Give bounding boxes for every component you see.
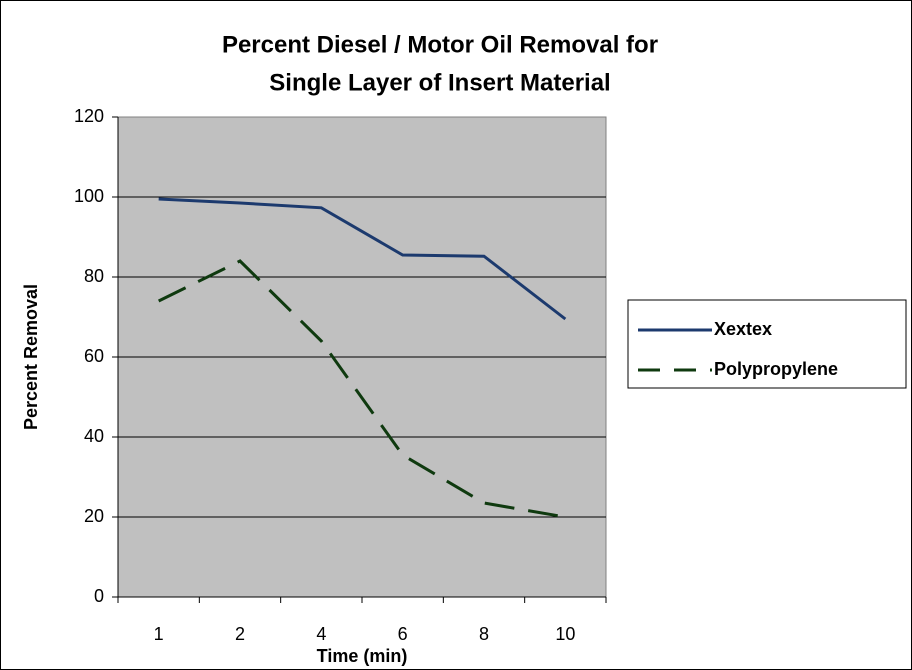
x-axis-label: Time (min) bbox=[317, 646, 408, 666]
y-tick-label: 100 bbox=[74, 186, 104, 206]
x-tick-label: 6 bbox=[398, 624, 408, 644]
y-tick-label: 60 bbox=[84, 346, 104, 366]
chart-title: Single Layer of Insert Material bbox=[269, 69, 610, 96]
x-tick-label: 4 bbox=[316, 624, 326, 644]
x-tick-label: 10 bbox=[555, 624, 575, 644]
chart-title: Percent Diesel / Motor Oil Removal for bbox=[222, 31, 658, 58]
y-tick-label: 120 bbox=[74, 106, 104, 126]
legend bbox=[627, 299, 907, 389]
y-axis-label: Percent Removal bbox=[21, 284, 41, 430]
x-tick-label: 1 bbox=[154, 624, 164, 644]
legend-label: Xextex bbox=[714, 319, 772, 339]
y-tick-label: 0 bbox=[94, 586, 104, 606]
y-tick-label: 20 bbox=[84, 506, 104, 526]
legend-label: Polypropylene bbox=[714, 359, 838, 379]
x-tick-label: 8 bbox=[479, 624, 489, 644]
y-tick-label: 80 bbox=[84, 266, 104, 286]
x-tick-label: 2 bbox=[235, 624, 245, 644]
y-tick-label: 40 bbox=[84, 426, 104, 446]
series-line bbox=[158, 259, 566, 519]
series-line bbox=[158, 197, 567, 321]
